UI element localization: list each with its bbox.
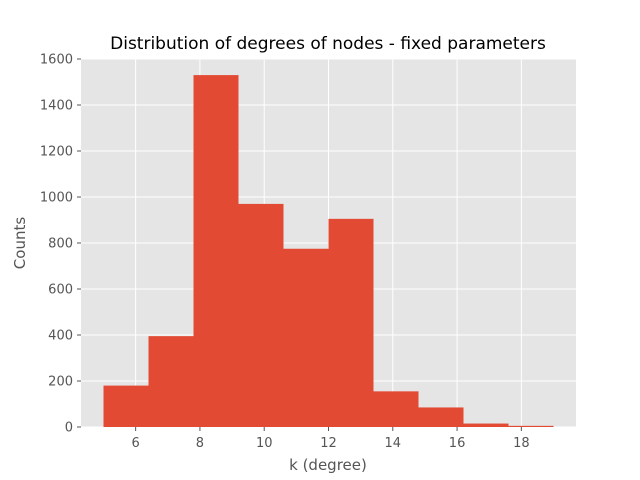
histogram-bar — [193, 75, 239, 427]
x-axis-ticks: 6 8 10 12 14 16 18 — [132, 427, 530, 451]
x-tick-label: 10 — [256, 436, 273, 451]
y-tick-label: 1200 — [40, 145, 73, 160]
histogram-bar — [373, 391, 419, 427]
y-tick-label: 600 — [48, 283, 73, 298]
y-axis-label: Counts — [11, 217, 29, 270]
y-tick-label: 1600 — [40, 53, 73, 68]
y-tick-label: 200 — [48, 375, 73, 390]
x-tick-label: 8 — [196, 436, 204, 451]
x-tick-label: 14 — [385, 436, 402, 451]
y-tick-label: 1400 — [40, 99, 73, 114]
histogram-bars — [103, 75, 554, 427]
histogram-bar — [508, 425, 554, 427]
histogram-bar — [238, 203, 284, 427]
histogram-bar — [418, 407, 464, 427]
histogram-bar — [463, 423, 509, 427]
y-tick-label: 800 — [48, 237, 73, 252]
y-tick-label: 0 — [65, 421, 73, 436]
x-tick-label: 16 — [449, 436, 466, 451]
histogram-bar — [283, 248, 329, 427]
x-axis-label: k (degree) — [289, 456, 367, 474]
x-tick-label: 18 — [513, 436, 530, 451]
x-tick-label: 6 — [132, 436, 140, 451]
chart-title: Distribution of degrees of nodes - fixed… — [110, 34, 546, 54]
histogram-bar — [148, 336, 194, 427]
x-tick-label: 12 — [320, 436, 337, 451]
y-tick-label: 1000 — [40, 191, 73, 206]
histogram-bar — [328, 218, 374, 427]
histogram-bar — [103, 385, 149, 427]
y-axis-ticks: 0 200 400 600 800 1000 1200 1400 1600 — [40, 53, 81, 436]
y-tick-label: 400 — [48, 329, 73, 344]
